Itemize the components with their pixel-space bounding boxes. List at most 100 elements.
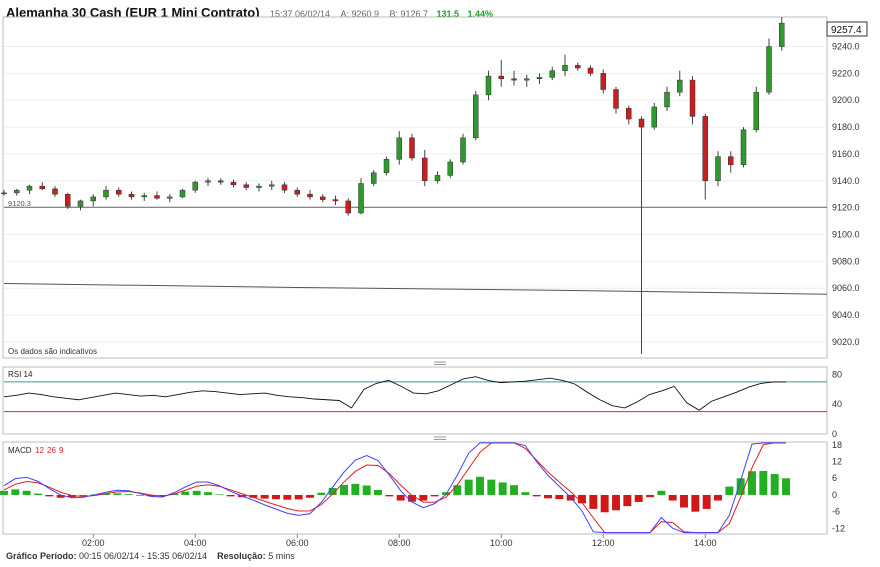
macd-histogram-bar [498, 482, 507, 495]
bid-price: B: 9126.7 [389, 9, 429, 19]
time-x-axis: 02:00 04:00 06:00 08:00 10:00 12:00 14:00 [82, 534, 717, 548]
price-gridlines [3, 46, 828, 343]
macd-histogram-bar [136, 494, 144, 496]
macd-histogram-bar [68, 494, 76, 498]
candle-body [613, 89, 619, 109]
candle-body [536, 77, 543, 80]
macd-histogram-bar [124, 494, 133, 495]
candle-body [740, 129, 747, 165]
reference-line-label: 9120.3 [8, 199, 31, 208]
candle-body [39, 185, 45, 190]
macd-tick-label: 18 [832, 440, 842, 450]
macd-histogram-bar [600, 494, 609, 513]
macd-histogram-bar [714, 494, 722, 501]
time-tick-label: 06:00 [286, 538, 309, 548]
time-tick-label: 10:00 [490, 538, 513, 548]
candle-body [332, 199, 339, 202]
macd-histogram-bar [555, 494, 564, 500]
candle-body [256, 185, 262, 188]
macd-histogram-bar [11, 489, 20, 495]
macd-histogram-bar [192, 490, 201, 495]
chart-footer: Gráfico Período: 00:15 06/02/14 - 15:35 … [6, 551, 295, 561]
last-price-box [826, 21, 868, 37]
macd-histogram-bar [623, 494, 632, 507]
price-y-axis: 9240.0 9220.0 9200.0 9180.0 9160.0 9140.0 9120… [832, 42, 860, 347]
candle-body [779, 22, 785, 47]
period-value: 00:15 06/02/14 - 15:35 06/02/14 [79, 551, 208, 561]
price-tick-label: 9060.0 [832, 283, 860, 293]
candle-body [307, 193, 313, 198]
time-tick-label: 04:00 [184, 538, 207, 548]
macd-histogram-bar [476, 476, 484, 495]
macd-histogram-bar [147, 494, 156, 497]
macd-histogram-bar [782, 478, 790, 495]
candle-body [753, 91, 759, 131]
rsi-y-axis: 80 40 0 [832, 369, 842, 439]
macd-histogram-bar [340, 484, 348, 495]
macd-lines [3, 442, 786, 534]
macd-histogram-bar [725, 486, 734, 495]
price-change: 131.5 [436, 9, 460, 19]
macd-histogram-bar [260, 494, 269, 499]
price-tick-label: 9180.0 [832, 122, 860, 132]
candle-body [549, 70, 555, 78]
candle-body [179, 189, 186, 198]
candle-body [167, 196, 173, 199]
candle-body [243, 184, 249, 188]
macd-histogram-bar [0, 490, 8, 495]
macd-histogram-bar [56, 494, 65, 498]
panel-resize-handle[interactable] [434, 361, 446, 365]
macd-histogram-bar [328, 488, 337, 495]
period-label: Gráfico Período: [6, 551, 77, 561]
rsi-line [3, 376, 786, 411]
candle-body [1, 192, 7, 195]
panel-resize-handle[interactable] [434, 436, 446, 440]
macd-histogram-bar [374, 489, 382, 495]
macd-tick-label: 0 [832, 490, 837, 500]
candle-body [154, 195, 160, 199]
candle-body [52, 188, 58, 195]
chart-header: Alemanha 30 Cash (EUR 1 Mini Contrato) 1… [6, 4, 493, 20]
candle-body [218, 180, 224, 183]
price-panel [2, 16, 828, 359]
macd-histogram-bar [113, 493, 122, 495]
candle-body [702, 116, 708, 182]
rsi-tick-label: 0 [832, 429, 837, 439]
rsi-tick-label: 40 [832, 399, 842, 409]
macd-histogram-bar [668, 494, 677, 501]
candle-body [677, 79, 683, 93]
price-tick-label: 9040.0 [832, 310, 860, 320]
candle-body [562, 65, 568, 71]
macd-histogram-bar [294, 494, 303, 500]
candle-body [205, 180, 211, 183]
time-tick-label: 14:00 [694, 538, 717, 548]
price-tick-label: 9200.0 [832, 95, 860, 105]
instrument-title: Alemanha 30 Cash (EUR 1 Mini Contrato) [6, 5, 260, 20]
macd-histogram-bar [283, 494, 292, 500]
macd-histogram-bar [102, 493, 110, 495]
candle-body [422, 157, 428, 182]
macd-histogram-bar [770, 474, 779, 495]
macd-histogram-bar [510, 485, 518, 495]
macd-histogram-bar [578, 494, 586, 504]
macd-histogram-bar [532, 494, 541, 497]
candle-body [281, 184, 288, 191]
candle-body [447, 161, 453, 176]
candlestick-series [1, 17, 785, 354]
macd-tick-label: 6 [832, 473, 837, 483]
macd-histogram-bar [657, 490, 666, 495]
candle-body [77, 200, 84, 207]
macd-histogram-bar [317, 492, 326, 495]
price-tick-label: 9140.0 [832, 176, 860, 186]
candle-body [651, 106, 657, 128]
candle-body [116, 189, 122, 195]
candle-body [626, 108, 632, 120]
candle-body [141, 195, 147, 198]
candle-body [409, 137, 415, 159]
candle-body [371, 172, 377, 184]
macd-param-slow: 26 [47, 446, 56, 455]
macd-histogram-bar [702, 494, 711, 509]
macd-histogram-bar [306, 494, 314, 498]
macd-histogram-bar [408, 494, 416, 502]
